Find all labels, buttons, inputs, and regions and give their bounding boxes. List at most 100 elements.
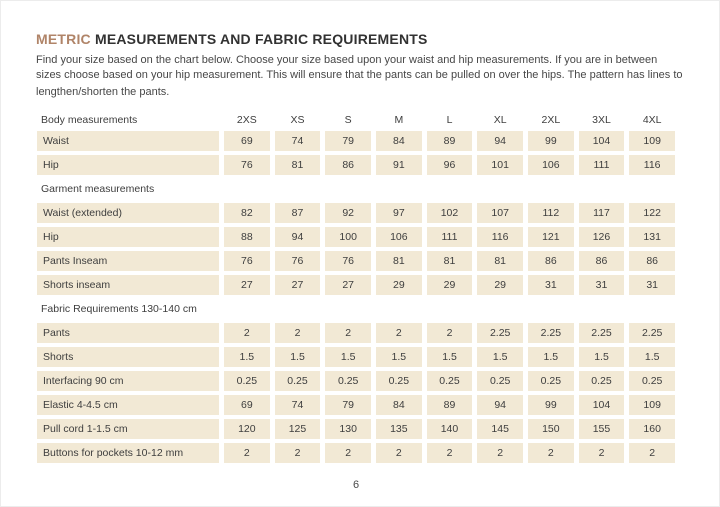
size-column-header: L — [446, 113, 453, 126]
value-cell: 111 — [426, 227, 473, 247]
value-cell: 99 — [528, 131, 574, 151]
value-cell: 69 — [224, 395, 270, 415]
row-label: Hip — [37, 227, 219, 247]
value-cell: 91 — [376, 155, 422, 175]
value-cell: 86 — [528, 251, 574, 271]
value-cell: 130 — [325, 419, 371, 439]
value-cell: 2 — [376, 443, 422, 463]
value-cell: 31 — [528, 275, 574, 295]
value-cell: 29 — [376, 275, 422, 295]
table-row: Shorts inseam 27 27 27 29 29 29 31 31 31 — [37, 275, 675, 295]
value-cell: 0.25 — [578, 371, 625, 391]
value-cell: 0.25 — [376, 371, 422, 391]
value-cell: 100 — [325, 227, 371, 247]
size-column-header: M — [394, 113, 404, 126]
value-cell: 116 — [629, 155, 675, 175]
value-cell: 89 — [426, 131, 473, 151]
value-cell: 106 — [376, 227, 422, 247]
value-cell: 74 — [274, 131, 321, 151]
row-label: Hip — [37, 155, 219, 175]
size-column-header: 2XL — [541, 113, 561, 126]
table-header-row: Body measurements 2XS XS S M L XL 2XL 3XL 4XL — [37, 112, 675, 127]
value-cell: 2 — [528, 443, 574, 463]
value-cell: 76 — [274, 251, 321, 271]
table-row: Elastic 4-4.5 cm 69 74 79 84 89 94 99 104 109 — [37, 395, 675, 415]
value-cell: 0.25 — [426, 371, 473, 391]
value-cell: 2 — [224, 443, 270, 463]
value-cell: 76 — [224, 251, 270, 271]
value-cell: 74 — [274, 395, 321, 415]
value-cell: 99 — [528, 395, 574, 415]
value-cell: 79 — [325, 131, 371, 151]
row-label: Waist — [37, 131, 219, 151]
table-row: Buttons for pockets 10-12 mm 2 2 2 2 2 2 2 2 2 — [37, 443, 675, 463]
column-header-label: Body measurements — [41, 113, 138, 126]
row-label: Pants Inseam — [37, 251, 219, 271]
value-cell: 1.5 — [629, 347, 675, 367]
value-cell: 27 — [325, 275, 371, 295]
value-cell: 106 — [528, 155, 574, 175]
value-cell: 2.25 — [629, 323, 675, 343]
size-column-header: 4XL — [642, 113, 662, 126]
value-cell: 2 — [477, 443, 523, 463]
value-cell: 145 — [477, 419, 523, 439]
title-accent: METRIC — [36, 31, 91, 47]
value-cell: 87 — [274, 203, 321, 223]
size-column-header: 2XS — [236, 113, 257, 126]
title-rest: MEASUREMENTS AND FABRIC REQUIREMENTS — [90, 31, 428, 47]
value-cell: 2 — [629, 443, 675, 463]
table-row: Interfacing 90 cm 0.25 0.25 0.25 0.25 0.25 0.2… — [37, 371, 675, 391]
value-cell: 109 — [629, 131, 675, 151]
value-cell: 116 — [477, 227, 523, 247]
row-label: Waist (extended) — [37, 203, 219, 223]
row-label: Interfacing 90 cm — [37, 371, 219, 391]
table-row: Shorts 1.5 1.5 1.5 1.5 1.5 1.5 1.5 1.5 1.5 — [37, 347, 675, 367]
measurements-table: Body measurements 2XS XS S M L XL 2XL 3XL 4XL Wais… — [37, 112, 675, 463]
size-column-header: XS — [290, 113, 305, 126]
value-cell: 81 — [426, 251, 473, 271]
row-label: Pull cord 1-1.5 cm — [37, 419, 219, 439]
value-cell: 2.25 — [578, 323, 625, 343]
value-cell: 2.25 — [528, 323, 574, 343]
value-cell: 82 — [224, 203, 270, 223]
value-cell: 150 — [528, 419, 574, 439]
value-cell: 1.5 — [426, 347, 473, 367]
value-cell: 1.5 — [477, 347, 523, 367]
value-cell: 107 — [477, 203, 523, 223]
section-header: Garment measurements — [41, 183, 155, 195]
value-cell: 2 — [274, 323, 321, 343]
value-cell: 2 — [578, 443, 625, 463]
row-label: Elastic 4-4.5 cm — [37, 395, 219, 415]
value-cell: 1.5 — [224, 347, 270, 367]
value-cell: 126 — [578, 227, 625, 247]
intro-text: Find your size based on the chart below.… — [36, 53, 683, 100]
value-cell: 76 — [224, 155, 270, 175]
value-cell: 2 — [426, 323, 473, 343]
value-cell: 0.25 — [629, 371, 675, 391]
value-cell: 81 — [376, 251, 422, 271]
value-cell: 94 — [274, 227, 321, 247]
value-cell: 1.5 — [376, 347, 422, 367]
value-cell: 0.25 — [224, 371, 270, 391]
value-cell: 125 — [274, 419, 321, 439]
value-cell: 117 — [578, 203, 625, 223]
value-cell: 109 — [629, 395, 675, 415]
value-cell: 121 — [528, 227, 574, 247]
value-cell: 120 — [224, 419, 270, 439]
row-label: Pants — [37, 323, 219, 343]
intro-line: sizes choose based on your hip measureme… — [36, 69, 683, 81]
value-cell: 140 — [426, 419, 473, 439]
table-row: Waist 69 74 79 84 89 94 99 104 109 — [37, 131, 675, 151]
size-column-header: XL — [493, 113, 507, 126]
table-row: Hip 88 94 100 106 111 116 121 126 131 — [37, 227, 675, 247]
value-cell: 104 — [578, 131, 625, 151]
value-cell: 97 — [376, 203, 422, 223]
value-cell: 94 — [477, 395, 523, 415]
table-row: Pull cord 1-1.5 cm 120 125 130 135 140 145 150 1… — [37, 419, 675, 439]
value-cell: 0.25 — [528, 371, 574, 391]
value-cell: 160 — [629, 419, 675, 439]
value-cell: 92 — [325, 203, 371, 223]
row-label: Shorts inseam — [37, 275, 219, 295]
value-cell: 2 — [274, 443, 321, 463]
value-cell: 96 — [426, 155, 473, 175]
